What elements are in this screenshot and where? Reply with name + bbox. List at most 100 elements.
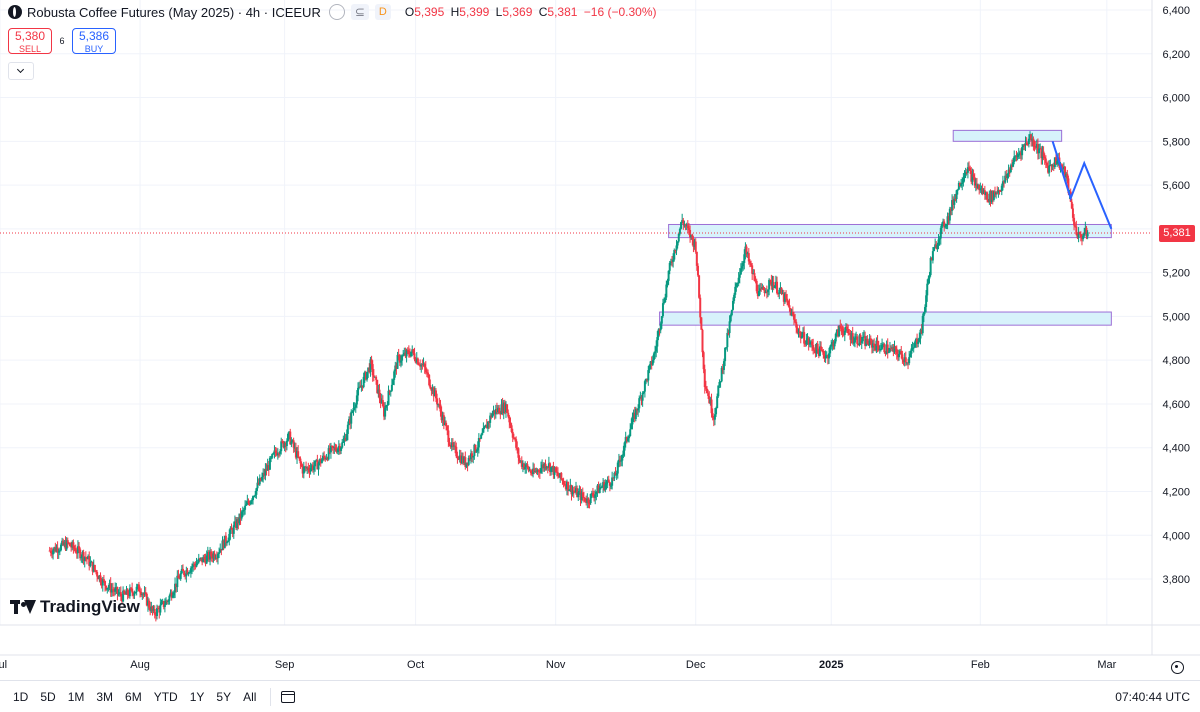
tradingview-logo[interactable]: TradingView bbox=[10, 597, 140, 617]
trade-panel: 5,380 SELL 6 5,386 BUY bbox=[8, 28, 116, 54]
candle-body bbox=[441, 415, 444, 421]
candle-body bbox=[602, 482, 605, 487]
candle-body bbox=[204, 558, 207, 564]
candle-body bbox=[1003, 181, 1006, 183]
sell-button[interactable]: 5,380 SELL bbox=[8, 28, 52, 54]
candle-body bbox=[1070, 201, 1073, 209]
candle-body bbox=[780, 287, 783, 294]
candle-body bbox=[401, 355, 404, 361]
gear-icon[interactable] bbox=[1171, 661, 1184, 674]
candle-body bbox=[341, 442, 344, 448]
candle-body bbox=[1024, 142, 1027, 146]
range-all[interactable]: All bbox=[243, 689, 257, 704]
candle-body bbox=[968, 167, 971, 169]
candle-body bbox=[981, 188, 984, 194]
candle-body bbox=[1041, 151, 1044, 159]
candle-body bbox=[676, 241, 679, 246]
candle-body bbox=[420, 364, 423, 367]
candle-body bbox=[790, 312, 793, 316]
candle-body bbox=[189, 568, 192, 573]
projection-path[interactable] bbox=[1051, 141, 1113, 230]
candle-body bbox=[615, 473, 618, 476]
candle-body bbox=[451, 442, 454, 447]
candle-body bbox=[65, 540, 68, 550]
candle-body bbox=[448, 442, 451, 446]
candle-body bbox=[664, 297, 667, 303]
candle-body bbox=[175, 583, 178, 588]
candle-body bbox=[652, 353, 655, 360]
candle-body bbox=[162, 601, 165, 608]
price-zone[interactable] bbox=[659, 311, 1112, 326]
candle-body bbox=[634, 408, 637, 419]
candle-body bbox=[329, 446, 332, 453]
candle-body bbox=[759, 288, 762, 291]
candle-body bbox=[373, 376, 376, 378]
candle-body bbox=[960, 184, 963, 187]
candle-body bbox=[381, 400, 384, 407]
utc-clock[interactable]: 07:40:44 UTC bbox=[1115, 689, 1190, 704]
candle-body bbox=[860, 341, 863, 343]
range-1m[interactable]: 1M bbox=[67, 689, 85, 704]
candle-body bbox=[213, 553, 216, 559]
candle-body bbox=[447, 430, 450, 443]
candle-body bbox=[155, 608, 158, 616]
candle-body bbox=[839, 325, 842, 328]
range-1y[interactable]: 1Y bbox=[189, 689, 205, 704]
candle-body bbox=[1042, 151, 1045, 157]
candle-body bbox=[701, 329, 704, 353]
candle-body bbox=[1085, 227, 1088, 237]
price-zone[interactable] bbox=[668, 223, 1112, 239]
range-ytd[interactable]: YTD bbox=[153, 689, 178, 704]
compare-button[interactable]: ⊆ bbox=[350, 4, 369, 20]
candle-body bbox=[250, 500, 253, 502]
candle-body bbox=[900, 351, 903, 355]
chevron-down-icon[interactable] bbox=[8, 62, 34, 80]
candle-body bbox=[422, 363, 425, 366]
candle-body bbox=[310, 465, 313, 469]
candle-body bbox=[691, 234, 694, 240]
buy-label: BUY bbox=[84, 44, 104, 54]
candle-body bbox=[940, 223, 943, 228]
candle-body bbox=[1039, 148, 1042, 150]
buy-button[interactable]: 5,386 BUY bbox=[72, 28, 116, 54]
candle-body bbox=[117, 593, 120, 595]
candle-body bbox=[1055, 157, 1057, 165]
candle-body bbox=[894, 346, 897, 349]
candle-body bbox=[827, 353, 830, 359]
symbol-title[interactable]: Robusta Coffee Futures (May 2025) · 4h ·… bbox=[27, 4, 321, 20]
candle-body bbox=[789, 308, 792, 316]
candle-body bbox=[590, 493, 593, 495]
range-6m[interactable]: 6M bbox=[125, 689, 142, 704]
price-zone[interactable] bbox=[952, 129, 1063, 142]
candle-body bbox=[817, 349, 820, 356]
candle-body bbox=[1019, 152, 1022, 156]
candle-body bbox=[543, 463, 546, 469]
candle-body bbox=[264, 469, 267, 476]
candle-body bbox=[588, 503, 591, 505]
range-5y[interactable]: 5Y bbox=[216, 689, 232, 704]
range-1d[interactable]: 1D bbox=[13, 689, 29, 704]
calendar-icon[interactable] bbox=[281, 690, 296, 703]
candle-body bbox=[237, 519, 240, 524]
candle-body bbox=[988, 193, 991, 202]
data-status-badge[interactable]: D bbox=[374, 4, 391, 20]
compare-icon[interactable] bbox=[328, 4, 345, 20]
candle-body bbox=[281, 441, 284, 443]
candle-body bbox=[63, 542, 66, 546]
range-3m[interactable]: 3M bbox=[96, 689, 114, 704]
candle-body bbox=[408, 354, 411, 357]
candle-body bbox=[361, 385, 364, 388]
candle-body bbox=[515, 439, 518, 448]
candle-body bbox=[524, 467, 527, 470]
candle-body bbox=[344, 437, 347, 441]
candle-body bbox=[123, 590, 126, 594]
candle-body bbox=[48, 550, 51, 552]
candle-body bbox=[1049, 165, 1052, 167]
candle-body bbox=[340, 447, 343, 451]
range-5d[interactable]: 5D bbox=[40, 689, 56, 704]
candle-body bbox=[858, 335, 861, 346]
candle-body bbox=[919, 329, 922, 339]
candle-body bbox=[986, 192, 989, 200]
candle-body bbox=[508, 416, 511, 423]
